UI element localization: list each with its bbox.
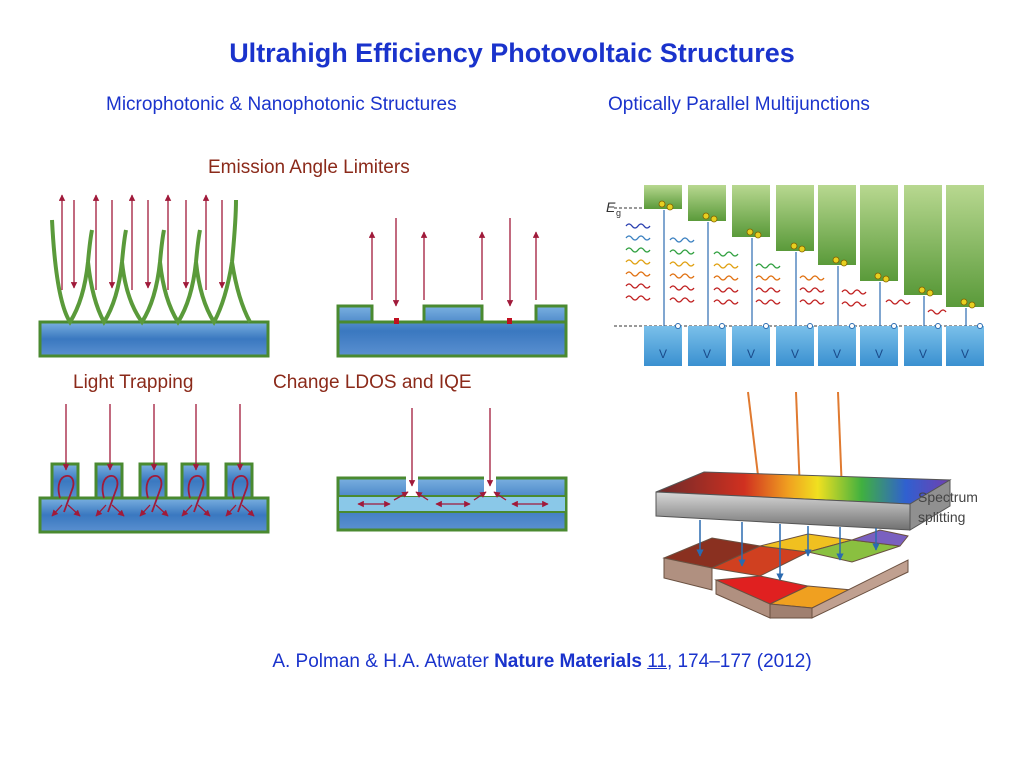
terminal-v-2: V <box>703 347 711 361</box>
spectrum-label-line1: Spectrum <box>918 489 978 505</box>
header-microphotonic: Microphotonic & Nanophotonic Structures <box>106 94 457 115</box>
header-multijunctions: Optically Parallel Multijunctions <box>608 94 870 115</box>
terminal-v-6: V <box>875 347 883 361</box>
label-ldos-iqe: Change LDOS and IQE <box>273 372 472 393</box>
citation-volume: 11 <box>647 651 667 672</box>
terminal-v-8: V <box>961 347 969 361</box>
terminal-v-1: V <box>659 347 667 361</box>
emission-cones-diagram <box>38 194 270 358</box>
spectrum-splitting-diagram: Spectrum splitting <box>655 391 978 619</box>
citation-journal: Nature Materials <box>494 651 642 672</box>
label-light-trapping: Light Trapping <box>73 372 194 393</box>
page-title: Ultrahigh Efficiency Photovoltaic Struct… <box>229 38 795 68</box>
bandgap-ladder-diagram: E g V V V V V V V V <box>606 185 984 366</box>
citation-authors: A. Polman & H.A. Atwater <box>272 651 495 672</box>
label-emission-angle: Emission Angle Limiters <box>208 157 410 178</box>
light-trapping-diagram <box>38 404 270 534</box>
citation-pages: , 174–177 (2012) <box>666 651 812 672</box>
citation: A. Polman & H.A. Atwater Nature Material… <box>0 651 1024 673</box>
terminal-v-5: V <box>833 347 841 361</box>
spectrum-label-line2: splitting <box>918 509 965 525</box>
ldos-diagram <box>336 408 568 532</box>
eg-subscript: g <box>616 208 621 218</box>
emission-slot-diagram <box>336 218 568 358</box>
terminal-v-4: V <box>791 347 799 361</box>
terminal-v-7: V <box>919 347 927 361</box>
terminal-v-3: V <box>747 347 755 361</box>
eg-label: E <box>606 199 616 215</box>
